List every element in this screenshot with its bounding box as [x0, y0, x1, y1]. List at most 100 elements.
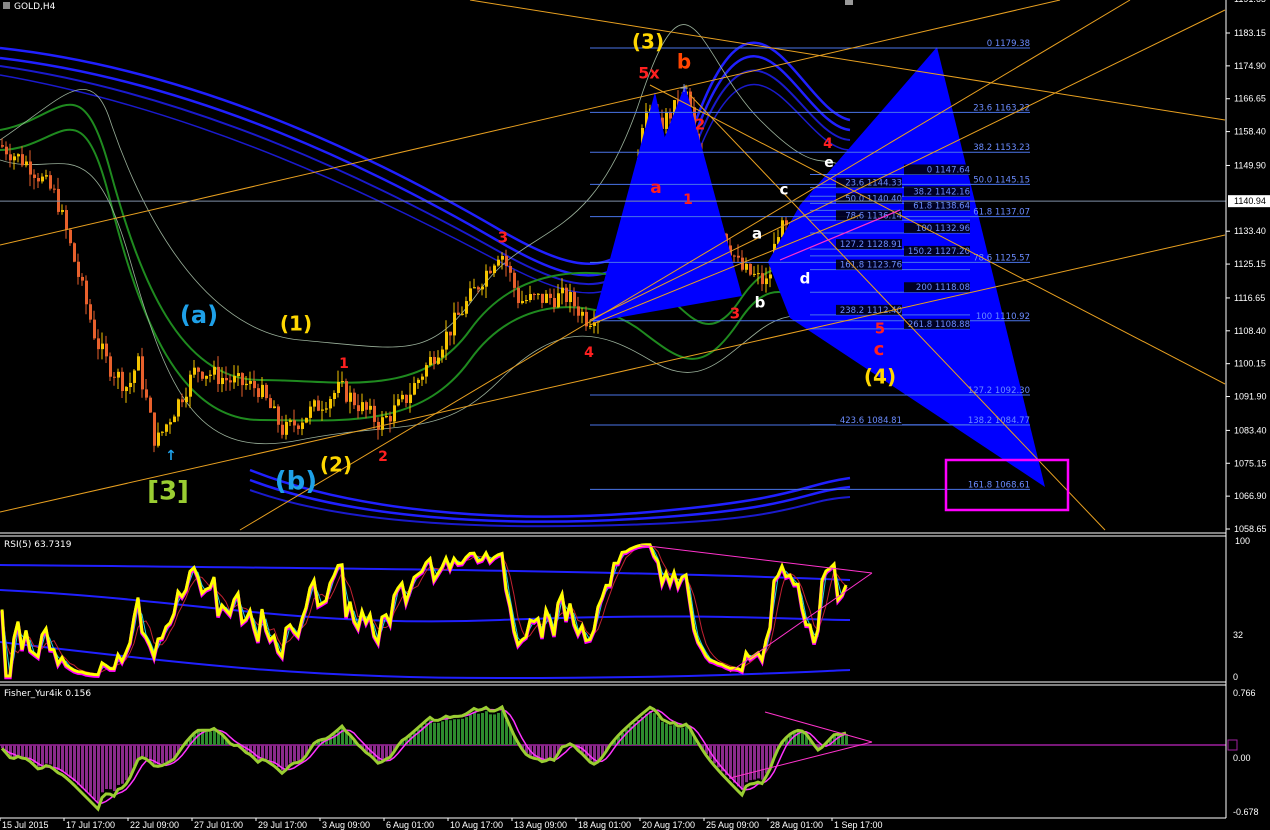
fib-level-label: 23.6 1163.22: [973, 103, 1030, 113]
candle-body: [217, 366, 220, 385]
fisher-histogram-bar: [365, 745, 368, 752]
moving-average-band: [0, 103, 851, 384]
wave-label: 3: [730, 305, 740, 323]
candle: [433, 351, 436, 370]
fisher-histogram-bar: [733, 745, 736, 783]
candle-body: [665, 112, 668, 129]
candle-body: [65, 210, 68, 230]
fisher-histogram-bar: [221, 735, 224, 745]
candle-body: [321, 409, 324, 411]
candle: [489, 266, 492, 275]
candle-body: [153, 412, 156, 446]
candle-body: [301, 422, 304, 429]
moving-average-band: [0, 41, 851, 266]
wave-label: e: [824, 155, 834, 171]
fisher-pane[interactable]: [0, 704, 1238, 812]
fisher-histogram-bar: [13, 745, 16, 758]
candle-body: [49, 175, 52, 189]
candle-body: [173, 416, 176, 423]
candle: [25, 155, 28, 168]
candle: [733, 254, 736, 263]
candle: [461, 306, 464, 316]
fisher-histogram-bar: [437, 722, 440, 745]
candle: [441, 345, 444, 363]
wave-label: (2): [320, 453, 352, 477]
price-tick-label: 1091.90: [1234, 392, 1267, 402]
candle-body: [269, 398, 272, 409]
fisher-histogram-bar: [677, 727, 680, 745]
fisher-histogram-bar: [305, 745, 308, 755]
trendline: [589, 9, 1226, 321]
candle-body: [557, 293, 560, 308]
candle-body: [273, 406, 276, 409]
candle-body: [785, 220, 788, 226]
fisher-histogram-bar: [425, 723, 428, 745]
fisher-histogram-bar: [753, 745, 756, 780]
fisher-histogram-bar: [841, 735, 844, 745]
fisher-histogram-bar: [689, 730, 692, 745]
fisher-histogram-bar: [289, 745, 292, 764]
candle: [481, 283, 484, 296]
fisher-histogram-bar: [693, 736, 696, 745]
candle: [213, 360, 216, 380]
candle-body: [385, 415, 388, 418]
candle: [29, 150, 32, 187]
candle: [557, 284, 560, 309]
harmonic-pattern-fill: [768, 47, 1045, 487]
fisher-histogram-bar: [533, 745, 536, 758]
candle: [101, 332, 104, 360]
chart-shift-marker[interactable]: [845, 0, 853, 5]
candle: [465, 296, 468, 318]
candle: [181, 393, 184, 408]
fisher-histogram-bar: [589, 745, 592, 761]
fisher-histogram-bar: [97, 745, 100, 803]
candle-body: [169, 422, 172, 425]
fisher-histogram-bar: [725, 745, 728, 776]
candle: [201, 370, 204, 382]
fib-label-background: [836, 193, 902, 204]
candle: [293, 409, 296, 433]
wave-label: (3): [632, 30, 664, 54]
moving-average-band: [249, 468, 851, 518]
up-arrow-icon: ↑: [165, 448, 177, 464]
candle-body: [317, 400, 320, 411]
fisher-histogram-bar: [685, 726, 688, 745]
fisher-histogram-bar: [473, 712, 476, 745]
fisher-histogram-bar: [741, 745, 744, 790]
candle-body: [109, 356, 112, 377]
price-tick-label: 1083.40: [1234, 425, 1267, 435]
fisher-histogram-bar: [325, 739, 328, 745]
candle-body: [157, 432, 160, 446]
fisher-histogram-bar: [405, 738, 408, 745]
candle-body: [189, 374, 192, 397]
moving-average-band: [0, 24, 851, 348]
wave-label: (4): [864, 365, 896, 389]
candle: [485, 264, 488, 298]
candle-body: [261, 384, 264, 398]
candle-body: [37, 177, 40, 182]
fib-level-label: 161.8 1068.61: [968, 480, 1030, 490]
candle-body: [533, 294, 536, 296]
fisher-histogram-bar: [497, 712, 500, 745]
fisher-histogram-bar: [169, 745, 172, 760]
candle: [17, 153, 20, 163]
candle-body: [409, 394, 412, 403]
candle: [325, 401, 328, 413]
candle: [529, 285, 532, 303]
candle-body: [473, 287, 476, 289]
fisher-histogram-bar: [649, 711, 652, 745]
candle-body: [393, 405, 396, 422]
candle-body: [161, 431, 164, 433]
candle-body: [121, 371, 124, 392]
candle: [33, 169, 36, 190]
fisher-histogram-bar: [173, 745, 176, 758]
fisher-histogram-bar: [133, 745, 136, 767]
candle: [297, 423, 300, 435]
fisher-histogram-bar: [633, 723, 636, 745]
rsi-pane[interactable]: [0, 543, 873, 680]
candle-body: [593, 322, 596, 326]
fisher-histogram-bar: [369, 745, 372, 755]
fisher-histogram-bar: [381, 745, 384, 761]
fisher-histogram-bar: [33, 745, 36, 763]
